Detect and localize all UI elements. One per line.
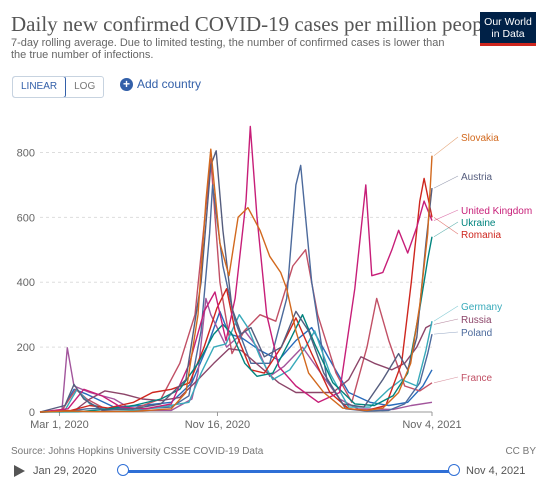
x-tick-label: Nov 4, 2021 <box>402 419 461 431</box>
line-chart: 0 200 400 600 800 Mar 1, 2020 Nov 16, 2020 Nov … <box>17 125 532 431</box>
timeline-end-label: Nov 4, 2021 <box>466 465 526 477</box>
legend-connector <box>433 331 459 335</box>
series-line-russia <box>39 323 433 413</box>
series-line-slovakia <box>39 148 433 413</box>
legend-label-poland: Poland <box>461 328 492 339</box>
play-icon[interactable] <box>14 465 25 477</box>
series-line-austria <box>39 150 433 413</box>
legend-connector <box>433 376 459 384</box>
linear-scale-button[interactable]: LINEAR <box>13 77 67 97</box>
series-line-romania <box>39 177 433 413</box>
log-scale-button[interactable]: LOG <box>74 81 96 92</box>
source-note[interactable]: Source: Johns Hopkins University CSSE CO… <box>11 446 264 457</box>
legend-label-romania: Romania <box>461 230 501 241</box>
timeline: Jan 29, 2020 Nov 4, 2021 <box>0 458 556 484</box>
legend-label-germany: Germany <box>461 302 502 313</box>
legend-connector <box>433 209 459 221</box>
legend-label-austria: Austria <box>461 172 493 183</box>
legend-connector <box>433 305 459 322</box>
y-tick-label: 200 <box>17 342 35 354</box>
owid-logo[interactable]: Our World in Data <box>480 12 536 46</box>
plus-circle-icon: + <box>120 77 133 91</box>
legend-connector <box>433 221 459 238</box>
series-line-united-kingdom <box>39 125 433 413</box>
timeline-track[interactable] <box>123 470 456 473</box>
x-tick-label: Nov 16, 2020 <box>185 419 250 431</box>
legend-connector <box>433 318 459 325</box>
x-tick-label: Mar 1, 2020 <box>30 419 89 431</box>
legend-connector <box>433 136 459 156</box>
y-tick-label: 400 <box>17 277 35 289</box>
series-line-unlabeled-9 <box>39 297 433 413</box>
scale-toggle[interactable]: LINEAR LOG <box>12 76 105 98</box>
legend-connector <box>433 175 459 189</box>
timeline-end-handle[interactable] <box>448 464 460 476</box>
y-tick-label: 0 <box>29 407 35 419</box>
series-line-ukraine <box>39 236 433 413</box>
timeline-start-label: Jan 29, 2020 <box>33 465 97 477</box>
add-country-label: Add country <box>137 77 202 91</box>
legend-label-slovakia: Slovakia <box>461 133 499 144</box>
y-tick-label: 800 <box>17 147 35 159</box>
y-tick-label: 600 <box>17 212 35 224</box>
legend-label-united-kingdom: United Kingdom <box>461 206 532 217</box>
license-link[interactable]: CC BY <box>505 446 536 457</box>
timeline-start-handle[interactable] <box>117 464 129 476</box>
legend-label-russia: Russia <box>461 315 492 326</box>
chart-subtitle: 7-day rolling average. Due to limited te… <box>11 37 445 61</box>
legend-connector <box>433 217 459 235</box>
legend-label-ukraine: Ukraine <box>461 218 496 229</box>
add-country-button[interactable]: + Add country <box>120 77 201 91</box>
series-line-unlabeled-10 <box>39 310 433 413</box>
legend-label-france: France <box>461 373 493 384</box>
chart-title: Daily new confirmed COVID-19 cases per m… <box>11 12 498 36</box>
